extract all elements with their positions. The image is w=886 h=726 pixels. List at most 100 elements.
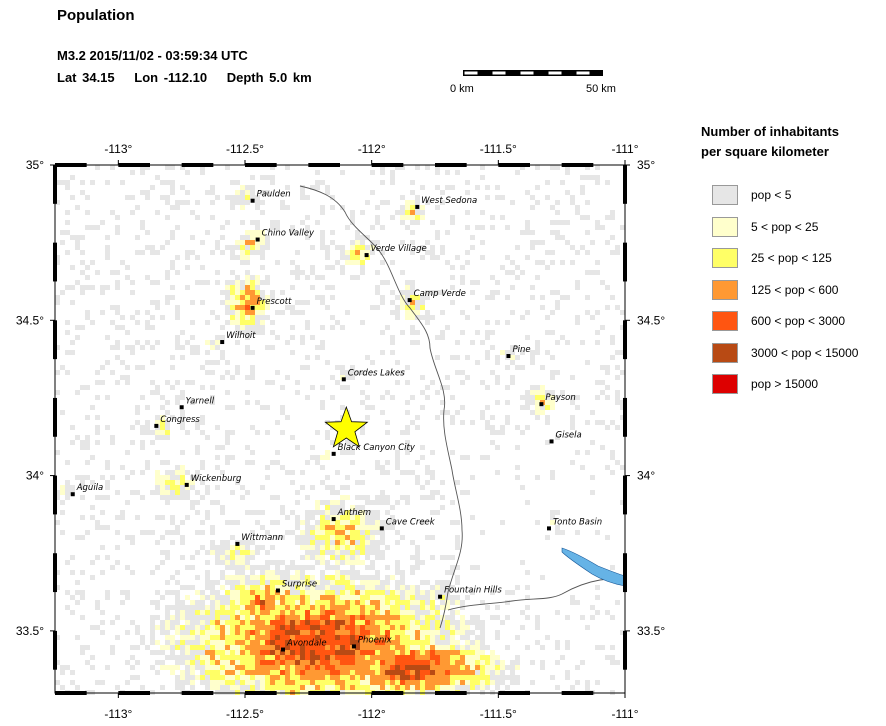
longitude-text: Lon -112.10 xyxy=(134,70,208,85)
scale-bar xyxy=(463,70,603,76)
lat-tick-label-left: 33.5° xyxy=(16,624,44,638)
city-label: Congress xyxy=(160,415,200,425)
city-label: Cordes Lakes xyxy=(348,368,405,378)
lon-tick-label-top: -112° xyxy=(358,142,386,156)
legend-swatch xyxy=(712,374,738,394)
lat-tick-label-right: 35° xyxy=(637,158,655,172)
legend-item: 25 < pop < 125 xyxy=(712,248,832,268)
lon-tick-label-bottom: -113° xyxy=(104,707,132,721)
population-density-layer xyxy=(55,165,625,695)
legend-label: 125 < pop < 600 xyxy=(751,282,839,297)
city-dot-icon xyxy=(341,377,346,382)
lat-tick-label-right: 34° xyxy=(637,469,655,483)
lon-tick-label-bottom: -111.5° xyxy=(480,707,517,721)
city-label: Yarnell xyxy=(186,396,215,406)
city-marker: Camp Verde xyxy=(407,289,466,303)
legend-title: Number of inhabitants per square kilomet… xyxy=(701,122,839,162)
city-marker: Avondale xyxy=(281,639,327,652)
lat-tick-label-left: 34° xyxy=(26,469,44,483)
city-marker: Yarnell xyxy=(179,396,215,410)
city-marker: Anthem xyxy=(331,508,371,522)
city-marker: Wilhoit xyxy=(220,331,256,345)
lon-tick-label-bottom: -112° xyxy=(358,707,386,721)
city-marker: Congress xyxy=(154,415,200,428)
city-dot-icon xyxy=(154,423,159,428)
depth-text: Depth 5.0 km xyxy=(226,70,312,85)
legend-item: 5 < pop < 25 xyxy=(712,216,819,237)
legend-swatch xyxy=(712,342,738,363)
city-dot-icon xyxy=(506,354,511,359)
city-marker: Payson xyxy=(539,393,576,407)
city-label: Tonto Basin xyxy=(553,517,602,527)
city-label: Black Canyon City xyxy=(338,443,416,453)
city-dot-icon xyxy=(364,253,369,258)
city-label: Avondale xyxy=(286,639,327,649)
lon-tick-label-top: -112.5° xyxy=(226,142,264,156)
legend-label: pop < 5 xyxy=(751,188,792,202)
city-label: Pine xyxy=(512,345,530,355)
city-label: Anthem xyxy=(337,508,371,518)
city-dot-icon xyxy=(179,405,184,410)
axis-labels: -113° -113° -112.5° -112.5° -112° -112° -111.5… xyxy=(16,142,666,721)
legend-label: 600 < pop < 3000 xyxy=(751,314,846,328)
city-marker: Cordes Lakes xyxy=(341,368,405,382)
location-info: Lat 34.15 Lon -112.10 Depth 5.0 km xyxy=(57,70,326,85)
lon-tick-label-bottom: -112.5° xyxy=(226,707,264,721)
city-label: Verde Village xyxy=(371,244,427,254)
lat-tick-label-left: 35° xyxy=(26,158,44,172)
city-marker: Paulden xyxy=(250,190,291,203)
city-marker: Wittmann xyxy=(235,533,283,546)
city-dot-icon xyxy=(184,482,189,487)
city-marker: Chino Valley xyxy=(255,229,315,242)
city-label: Chino Valley xyxy=(262,229,315,239)
legend-item: 600 < pop < 3000 xyxy=(712,311,845,331)
city-label: Fountain Hills xyxy=(444,586,502,596)
city-marker: Phoenix xyxy=(351,635,393,649)
county-boundary-line-east xyxy=(447,576,626,611)
city-dot-icon xyxy=(250,305,255,310)
city-dot-icon xyxy=(351,644,356,649)
legend-label: pop > 15000 xyxy=(751,377,819,391)
city-label: Prescott xyxy=(257,297,292,307)
scale-end-label: 50 km xyxy=(586,83,616,95)
legend-label: 5 < pop < 25 xyxy=(751,219,819,234)
lat-tick-label-right: 33.5° xyxy=(637,624,665,638)
lon-tick-label-top: -113° xyxy=(104,142,132,156)
city-dot-icon xyxy=(539,402,544,407)
city-dot-icon xyxy=(379,526,384,531)
city-dot-icon xyxy=(415,204,420,209)
epicenter-star-icon xyxy=(324,405,369,448)
cities-layer: Paulden West Sedona Chino Valley Verde Vill… xyxy=(70,190,602,652)
city-dot-icon xyxy=(275,588,280,593)
lat-tick-label-left: 34.5° xyxy=(16,313,44,327)
city-dot-icon xyxy=(281,647,285,652)
city-dot-icon xyxy=(70,492,75,497)
city-label: Camp Verde xyxy=(414,289,466,299)
city-dot-icon xyxy=(331,517,336,522)
legend-item: pop > 15000 xyxy=(712,374,818,394)
city-dot-icon xyxy=(255,237,260,242)
lon-tick-label-bottom: -111° xyxy=(611,707,638,721)
legend-swatch xyxy=(712,216,738,237)
city-marker: Cave Creek xyxy=(379,517,436,531)
lon-tick-label-top: -111.5° xyxy=(480,142,517,156)
legend-item: 125 < pop < 600 xyxy=(712,279,839,300)
city-label: Aguila xyxy=(76,483,104,493)
city-label: Surprise xyxy=(282,580,317,590)
legend-label: 3000 < pop < 15000 xyxy=(751,345,859,360)
city-label: Wilhoit xyxy=(226,331,256,341)
city-label: Phoenix xyxy=(358,635,393,645)
county-boundary-line xyxy=(299,185,463,629)
city-label: Payson xyxy=(545,393,575,403)
city-label: Wittmann xyxy=(241,533,283,543)
city-marker: Fountain Hills xyxy=(438,586,502,599)
page-title: Population xyxy=(57,7,135,24)
city-marker: Verde Village xyxy=(364,244,427,258)
city-dot-icon xyxy=(220,340,225,345)
city-marker: West Sedona xyxy=(415,196,477,209)
legend-swatch xyxy=(712,279,738,300)
city-marker: Surprise xyxy=(275,580,317,593)
legend-title-line-1: Number of inhabitants xyxy=(701,124,839,139)
city-label: West Sedona xyxy=(421,196,477,206)
